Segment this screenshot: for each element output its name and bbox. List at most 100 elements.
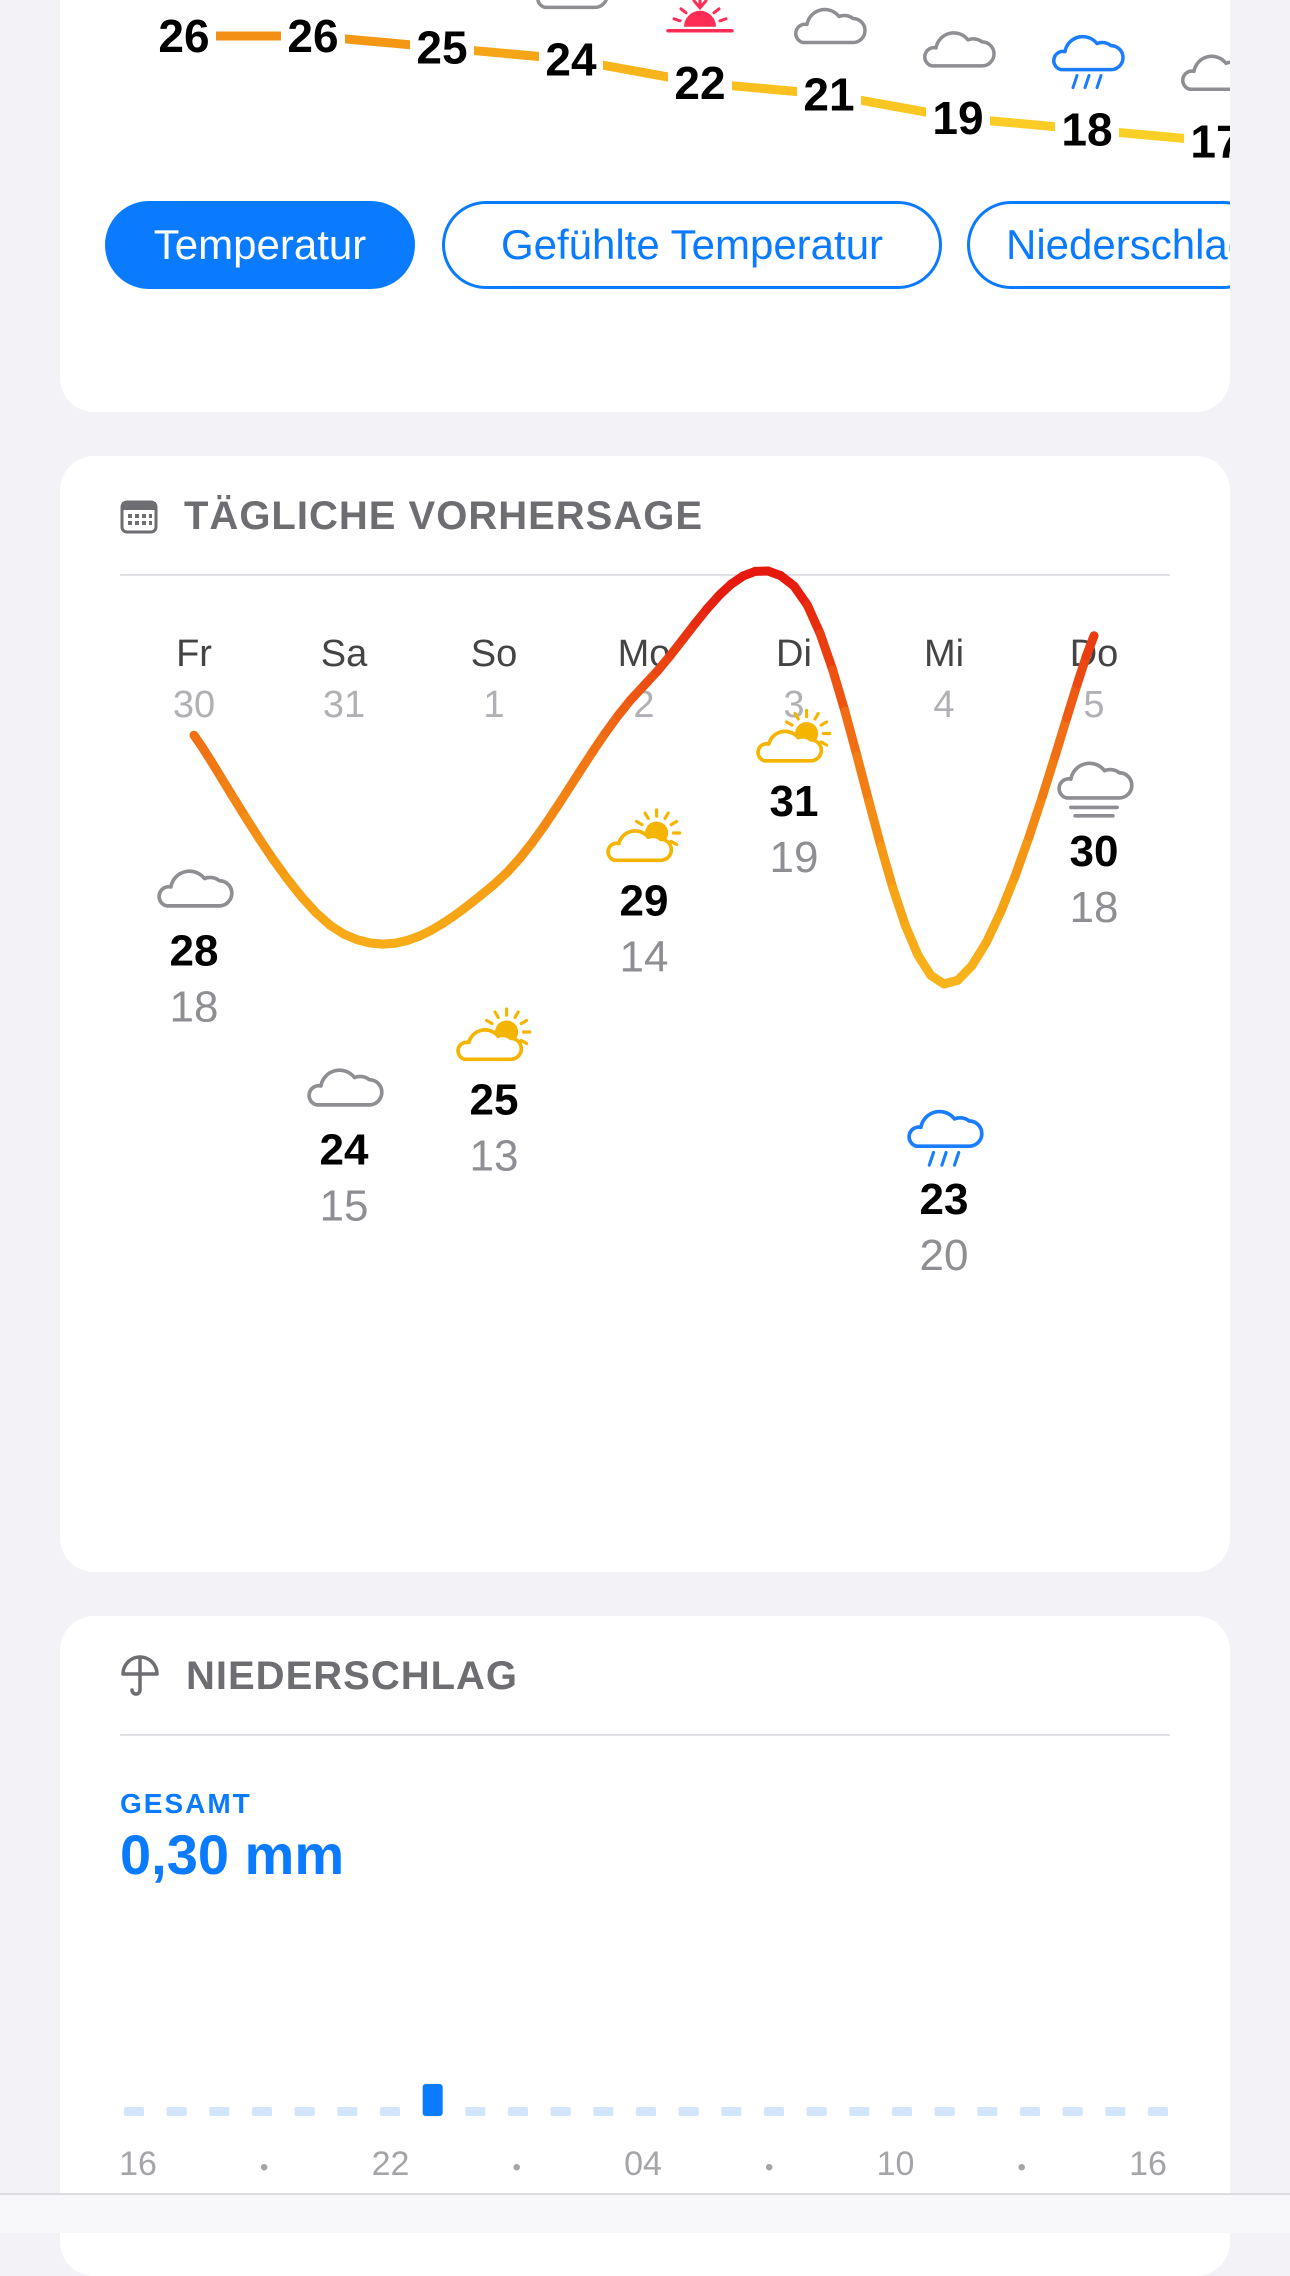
cloud-icon: [538, 0, 607, 7]
daily-curve-segment: [820, 634, 833, 670]
daily-low-temp: 14: [620, 933, 669, 982]
cloud-icon: [309, 1070, 382, 1105]
daily-low-temp: 15: [320, 1181, 369, 1230]
daily-low-temp: 20: [920, 1231, 969, 1280]
precipitation-axis-label: 16: [1129, 2145, 1167, 2183]
precipitation-bar: [1020, 2107, 1040, 2116]
daily-low-temp: 13: [470, 1132, 519, 1181]
precipitation-bar: [508, 2107, 528, 2116]
daily-high-temp: 23: [920, 1175, 969, 1224]
cloud-icon: [796, 9, 865, 42]
daily-curve-segment: [1015, 837, 1029, 876]
precipitation-bar: [295, 2107, 315, 2116]
day-date-label: 4: [933, 684, 954, 726]
precipitation-bar: [551, 2107, 571, 2116]
metric-tab-temperature[interactable]: Temperatur: [105, 201, 415, 289]
day-date-label: 1: [483, 684, 504, 726]
daily-curve-segment: [1001, 876, 1015, 912]
daily-high-temp: 31: [770, 777, 819, 826]
daily-curve-segment: [857, 756, 869, 802]
metric-tab-feels-like[interactable]: Gefühlte Temperatur: [442, 201, 942, 289]
precipitation-bar: [380, 2107, 400, 2116]
rain-cloud-icon: [1054, 37, 1123, 88]
cloud-icon: [159, 871, 232, 906]
hourly-temp-label: 22: [674, 57, 725, 109]
day-name-label: Fr: [176, 633, 212, 675]
precipitation-bar: [935, 2107, 955, 2116]
precipitation-axis-label: •: [513, 2154, 521, 2181]
daily-high-temp: 25: [470, 1076, 519, 1125]
precipitation-bar: [209, 2107, 229, 2116]
precipitation-card: NIEDERSCHLAG GESAMT 0,30 mm 16•22•04•10•…: [60, 1616, 1230, 2276]
precipitation-bar: [252, 2107, 272, 2116]
daily-high-temp: 30: [1070, 827, 1119, 876]
daily-low-temp: 19: [770, 833, 819, 882]
precipitation-bar: [679, 2107, 699, 2116]
precipitation-axis-label: •: [1018, 2154, 1026, 2181]
precipitation-axis-label: •: [765, 2154, 773, 2181]
precipitation-bar-active: [423, 2084, 443, 2116]
precipitation-bar: [807, 2107, 827, 2116]
hourly-temp-label: 24: [545, 33, 597, 85]
precipitation-bar: [764, 2107, 784, 2116]
precipitation-timeline-chart: 16 • 22 • 04 • 10 • 16: [60, 1616, 1230, 2276]
daily-low-temp: 18: [170, 982, 219, 1031]
daily-curve-segment: [905, 926, 918, 956]
precipitation-bar: [636, 2107, 656, 2116]
precipitation-axis-label: •: [260, 2154, 268, 2181]
daily-curve-segment: [881, 847, 893, 889]
precipitation-bar: [465, 2107, 485, 2116]
daily-curve-segment: [893, 889, 905, 926]
hourly-temp-label: 18: [1061, 104, 1112, 156]
precipitation-bar: [1063, 2107, 1083, 2116]
precipitation-axis-label: 04: [624, 2145, 662, 2183]
daily-curve-segment: [833, 670, 845, 711]
hourly-temp-label: 17: [1190, 115, 1230, 167]
day-date-label: 31: [323, 684, 365, 726]
daily-curve-segment: [807, 605, 820, 634]
day-name-label: Sa: [321, 633, 368, 675]
day-name-label: Mi: [924, 633, 964, 675]
day-name-label: Di: [776, 633, 812, 675]
cloud-icon: [925, 33, 994, 66]
daily-curve-segment: [1055, 718, 1067, 756]
day-date-label: 3: [783, 684, 804, 726]
bottom-toolbar: [0, 2193, 1290, 2233]
hourly-temp-label: 26: [158, 10, 209, 62]
day-date-label: 30: [173, 684, 215, 726]
precipitation-bar: [124, 2107, 144, 2116]
day-date-label: 5: [1083, 684, 1104, 726]
fog-cloud-icon: [1059, 763, 1132, 816]
partly-sunny-icon: [458, 1009, 530, 1059]
precipitation-bar: [721, 2107, 741, 2116]
hourly-temp-label: 25: [416, 22, 467, 74]
precipitation-bar: [1148, 2107, 1168, 2116]
daily-low-temp: 18: [1070, 883, 1119, 932]
metric-tab-precipitation[interactable]: Niederschlag: [967, 201, 1230, 289]
daily-high-temp: 24: [320, 1125, 369, 1174]
daily-curve-segment: [869, 802, 881, 847]
daily-curve-segment: [1067, 684, 1077, 718]
hourly-temp-label: 21: [803, 69, 854, 121]
day-name-label: So: [471, 633, 517, 675]
precipitation-axis-label: 22: [372, 2145, 410, 2183]
precipitation-bar: [167, 2107, 187, 2116]
cloud-icon: [1183, 56, 1230, 89]
precipitation-bar: [892, 2107, 912, 2116]
precipitation-axis-label: 10: [877, 2145, 915, 2183]
daily-high-temp: 29: [620, 877, 669, 926]
precipitation-bar: [849, 2107, 869, 2116]
daily-temperature-chart: Fr30Sa31So1Mo2Di3Mi4Do528182415251329143…: [60, 456, 1230, 1572]
daily-high-temp: 28: [170, 926, 219, 975]
precipitation-axis-label: 16: [119, 2145, 157, 2183]
daily-curve-segment: [1042, 756, 1055, 796]
precipitation-bar: [1105, 2107, 1125, 2116]
hourly-temp-label: 19: [932, 92, 983, 144]
rain-cloud-icon: [909, 1112, 982, 1166]
precipitation-bar: [977, 2107, 997, 2116]
precipitation-bar: [337, 2107, 357, 2116]
daily-curve-segment: [1029, 796, 1042, 837]
